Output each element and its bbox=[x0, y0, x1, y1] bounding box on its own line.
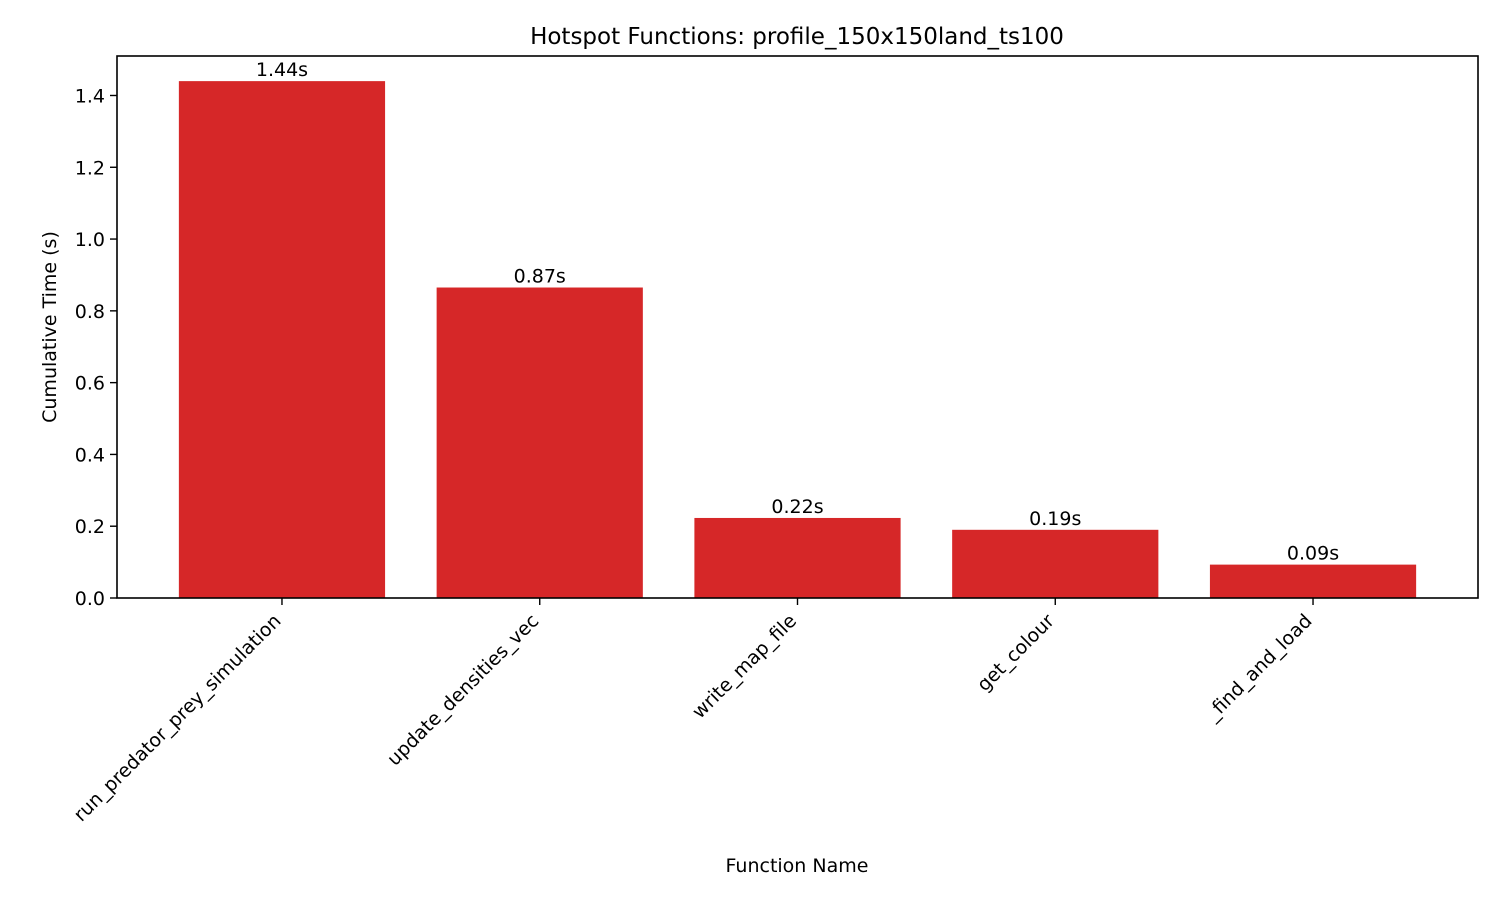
x-tick-label: run_predator_prey_simulation bbox=[69, 610, 285, 826]
y-tick-label: 0.6 bbox=[75, 373, 105, 395]
bar-value-label: 0.22s bbox=[771, 496, 823, 518]
y-tick-label: 0.8 bbox=[75, 301, 105, 323]
bar-get-colour bbox=[952, 529, 1159, 598]
bar-value-label: 0.87s bbox=[514, 266, 566, 288]
y-tick-label: 0.2 bbox=[75, 516, 105, 538]
bar-find-and-load bbox=[1209, 564, 1417, 598]
y-axis-label: Cumulative Time (s) bbox=[39, 231, 61, 423]
data-labels: 1.44s 0.87s 0.22s 0.19s 0.09s bbox=[256, 59, 1339, 564]
y-tick-label: 1.0 bbox=[75, 229, 105, 251]
x-axis-label: Function Name bbox=[726, 855, 869, 877]
x-tick-label: get_colour bbox=[973, 610, 1059, 696]
bar-run-predator-prey-simulation bbox=[178, 81, 386, 598]
x-tick-label: update_densities_vec bbox=[383, 610, 543, 770]
y-tick-label: 1.2 bbox=[75, 157, 105, 179]
bars bbox=[178, 81, 1417, 598]
x-tick-label: write_map_file bbox=[688, 610, 801, 723]
bar-value-label: 0.09s bbox=[1287, 543, 1339, 565]
bar-write-map-file bbox=[694, 517, 901, 598]
y-axis: 0.0 0.2 0.4 0.6 0.8 1.0 1.2 1.4 bbox=[75, 85, 117, 610]
plot-frame bbox=[116, 55, 1479, 599]
bar-value-label: 1.44s bbox=[256, 59, 308, 81]
y-tick-label: 0.4 bbox=[75, 444, 105, 466]
y-tick-label: 0.0 bbox=[75, 588, 105, 610]
x-tick-label: _find_and_load bbox=[1201, 610, 1317, 726]
x-axis: run_predator_prey_simulation update_densi… bbox=[69, 598, 1317, 826]
chart-title: Hotspot Functions: profile_150x150land_t… bbox=[530, 24, 1064, 50]
bar-update-densities-vec bbox=[436, 287, 643, 598]
bar-value-label: 0.19s bbox=[1029, 508, 1081, 530]
y-tick-label: 1.4 bbox=[75, 85, 105, 107]
